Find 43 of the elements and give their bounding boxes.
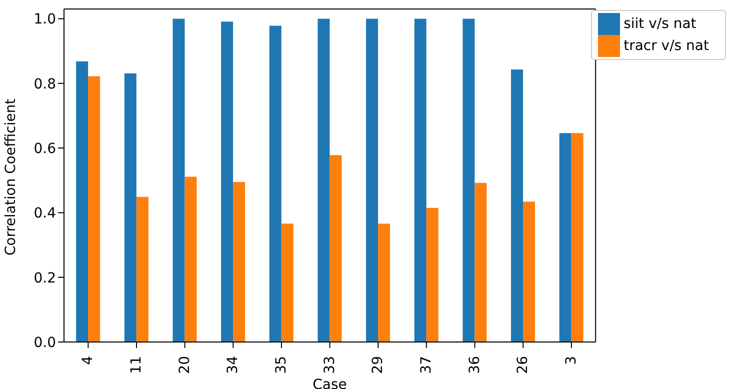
bar [378, 224, 390, 342]
bar [318, 18, 330, 342]
y-tick-label: 0.0 [34, 334, 56, 351]
bar [366, 18, 378, 342]
y-tick-label: 0.8 [34, 76, 56, 92]
x-tick-label: 36 [466, 356, 483, 374]
bar [281, 224, 294, 342]
x-tick-label: 35 [273, 356, 290, 374]
bar [136, 196, 148, 342]
bar [221, 22, 234, 342]
bar [571, 133, 584, 342]
x-tick-label: 37 [418, 356, 434, 374]
bar [511, 69, 524, 342]
bar [330, 155, 342, 342]
x-tick-label: 26 [515, 356, 532, 374]
bar [172, 18, 185, 342]
y-tick-label: 0.4 [34, 206, 56, 222]
x-tick-label: 34 [225, 356, 242, 374]
bar [462, 18, 475, 342]
bar [124, 73, 136, 342]
y-axis-title: Correlation Coefficient [2, 98, 19, 256]
x-tick-label: 4 [80, 356, 96, 365]
bar [76, 61, 88, 342]
bar [559, 133, 572, 342]
x-tick-label: 29 [370, 356, 386, 374]
bar [269, 26, 282, 342]
x-tick-label: 20 [176, 356, 193, 374]
bar [88, 76, 100, 342]
legend-label: siit v/s nat [624, 16, 696, 32]
x-tick-label: 33 [322, 356, 338, 374]
y-tick-label: 1.0 [34, 12, 56, 28]
bar [233, 182, 246, 342]
x-axis-title: Case [312, 377, 347, 389]
y-tick-label: 0.2 [34, 270, 56, 286]
x-tick-label: 3 [563, 356, 580, 365]
legend-label: tracr v/s nat [624, 38, 709, 54]
y-tick-label: 0.6 [34, 140, 56, 157]
bar [414, 18, 426, 342]
x-tick-label: 11 [128, 356, 144, 374]
bar [426, 208, 438, 342]
bar [523, 202, 536, 342]
bar [474, 182, 487, 342]
bar [184, 176, 197, 342]
